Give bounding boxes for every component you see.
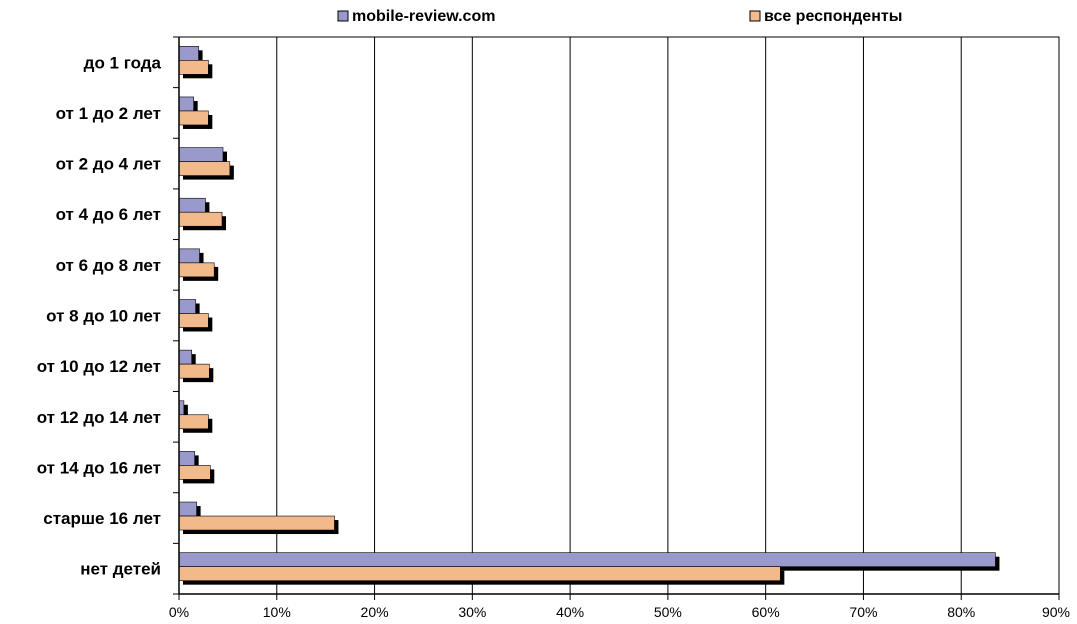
x-tick-label-1: 10%: [263, 604, 291, 620]
plot-border: [178, 36, 1060, 595]
bars: [178, 46, 1000, 585]
category-label-7: от 10 до 12 лет: [37, 357, 161, 376]
bar-1-5: [178, 248, 200, 264]
x-tick-labels: 0% 10% 20% 30% 40% 50% 60% 70% 80% 90%: [169, 604, 1070, 620]
category-labels: до 1 года от 1 до 2 лет от 2 до 4 лет от 4 …: [37, 53, 162, 578]
bar-2-4: [178, 211, 223, 227]
bar-1-7: [178, 349, 193, 365]
category-label-8: от 12 до 14 лет: [37, 408, 161, 427]
legend-swatch-2: [749, 10, 761, 22]
x-tick-label-5: 50%: [654, 604, 682, 620]
category-label-4: от 4 до 6 лет: [56, 205, 161, 224]
bar-2-2: [178, 110, 209, 126]
x-tick-label-8: 80%: [947, 604, 975, 620]
bar-2-1: [178, 60, 209, 75]
category-label-9: от 14 до 16 лет: [37, 458, 161, 477]
bar-1-2: [178, 96, 194, 112]
legend: mobile-review.com все респонденты: [337, 8, 902, 25]
axes: [173, 36, 1060, 600]
category-label-6: от 8 до 10 лет: [46, 307, 161, 326]
category-label-5: от 6 до 8 лет: [56, 256, 161, 275]
bar-1-3: [178, 147, 224, 162]
x-tick-label-7: 70%: [849, 604, 877, 620]
legend-swatch-1: [337, 10, 349, 22]
bar-1-6: [178, 299, 196, 314]
x-tick-label-2: 20%: [361, 604, 389, 620]
bar-2-9: [178, 465, 211, 480]
bar-1-10: [178, 501, 197, 517]
bar-1-1: [178, 46, 199, 61]
category-label-10: старше 16 лет: [43, 509, 161, 528]
category-label-2: от 1 до 2 лет: [56, 104, 161, 123]
gridlines: [178, 36, 1060, 595]
category-label-11: нет детей: [80, 560, 161, 579]
x-tick-label-3: 30%: [458, 604, 486, 620]
bar-2-11: [178, 566, 781, 581]
legend-label-1: mobile-review.com: [352, 8, 495, 25]
bar-1-4: [178, 197, 206, 213]
bar-2-7: [178, 363, 210, 379]
bar-2-3: [178, 161, 231, 176]
bar-1-9: [178, 451, 195, 466]
x-tick-label-0: 0%: [169, 604, 189, 620]
x-tick-label-9: 90%: [1042, 604, 1070, 620]
bar-1-11: [178, 552, 996, 567]
x-tick-label-6: 60%: [752, 604, 780, 620]
bar-2-5: [178, 262, 215, 278]
category-label-1: до 1 года: [84, 53, 162, 72]
bar-2-8: [178, 414, 209, 430]
bar-shadow-1-8: [183, 404, 188, 419]
x-tick-label-4: 40%: [556, 604, 584, 620]
bar-2-10: [178, 515, 335, 531]
category-label-3: от 2 до 4 лет: [56, 155, 161, 174]
legend-label-2: все респонденты: [764, 8, 902, 25]
bar-2-6: [178, 313, 209, 328]
